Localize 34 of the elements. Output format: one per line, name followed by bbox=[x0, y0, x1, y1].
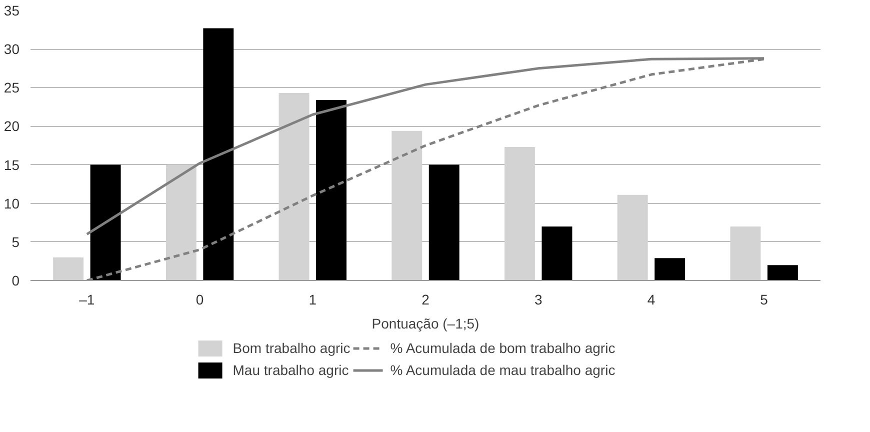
y-tick-label: 25 bbox=[4, 80, 20, 96]
y-tick-label: 10 bbox=[4, 195, 20, 212]
x-tick-label: 0 bbox=[196, 292, 204, 308]
bar bbox=[278, 93, 310, 280]
bar bbox=[654, 258, 686, 280]
bar bbox=[617, 194, 648, 280]
x-tick-label: 1 bbox=[308, 292, 317, 308]
y-tick-label: 15 bbox=[4, 156, 20, 173]
y-tick-label: 5 bbox=[12, 234, 20, 250]
bar bbox=[203, 28, 234, 280]
x-tick-label: 4 bbox=[647, 292, 656, 308]
legend-label: Mau trabalho agric bbox=[232, 362, 349, 378]
bar bbox=[730, 226, 761, 280]
bar bbox=[316, 100, 346, 280]
x-tick-label: –1 bbox=[79, 292, 95, 308]
bar bbox=[53, 257, 84, 280]
y-tick-label: 30 bbox=[4, 41, 20, 58]
x-axis-title: Pontuação (–1;5) bbox=[372, 316, 480, 332]
bar bbox=[90, 164, 121, 280]
y-tick-label: 0 bbox=[12, 272, 20, 288]
bar bbox=[767, 265, 798, 280]
y-tick-label: 35 bbox=[4, 2, 20, 18]
legend-label: % Acumulada de mau trabalho agric bbox=[390, 362, 616, 378]
x-tick-label: 3 bbox=[534, 292, 542, 308]
legend-label: Bom trabalho agric bbox=[232, 340, 350, 356]
bar bbox=[166, 164, 196, 280]
x-tick-label: 5 bbox=[760, 292, 768, 308]
bar bbox=[504, 147, 535, 280]
bar bbox=[542, 226, 572, 280]
bar bbox=[392, 130, 422, 280]
y-tick-label: 20 bbox=[4, 118, 20, 134]
legend-label: % Acumulada de bom trabalho agric bbox=[390, 340, 616, 356]
x-tick-label: 2 bbox=[422, 292, 430, 308]
bar bbox=[428, 164, 460, 280]
